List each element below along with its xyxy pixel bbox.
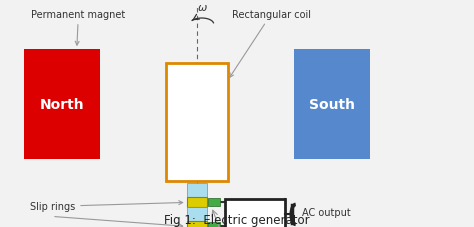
Bar bbox=[187, 207, 207, 221]
Bar bbox=[208, 222, 220, 227]
Text: Axle: Axle bbox=[0, 226, 1, 227]
Bar bbox=[294, 50, 370, 159]
Text: Slip rings: Slip rings bbox=[30, 201, 182, 212]
Bar bbox=[24, 50, 100, 159]
Bar bbox=[166, 64, 228, 182]
Text: AC output: AC output bbox=[302, 207, 350, 217]
Text: South: South bbox=[309, 97, 355, 111]
Text: Brushes: Brushes bbox=[0, 226, 1, 227]
Text: Rectangular coil: Rectangular coil bbox=[230, 10, 311, 78]
Bar bbox=[187, 197, 207, 207]
Text: Permanent magnet: Permanent magnet bbox=[31, 10, 126, 46]
Bar bbox=[208, 199, 220, 207]
Text: $\omega$: $\omega$ bbox=[197, 3, 208, 13]
Bar bbox=[225, 200, 285, 227]
Text: Fig 1:  Electric generator: Fig 1: Electric generator bbox=[164, 214, 310, 227]
Bar bbox=[187, 184, 207, 197]
Bar bbox=[187, 221, 207, 227]
Text: North: North bbox=[39, 97, 84, 111]
